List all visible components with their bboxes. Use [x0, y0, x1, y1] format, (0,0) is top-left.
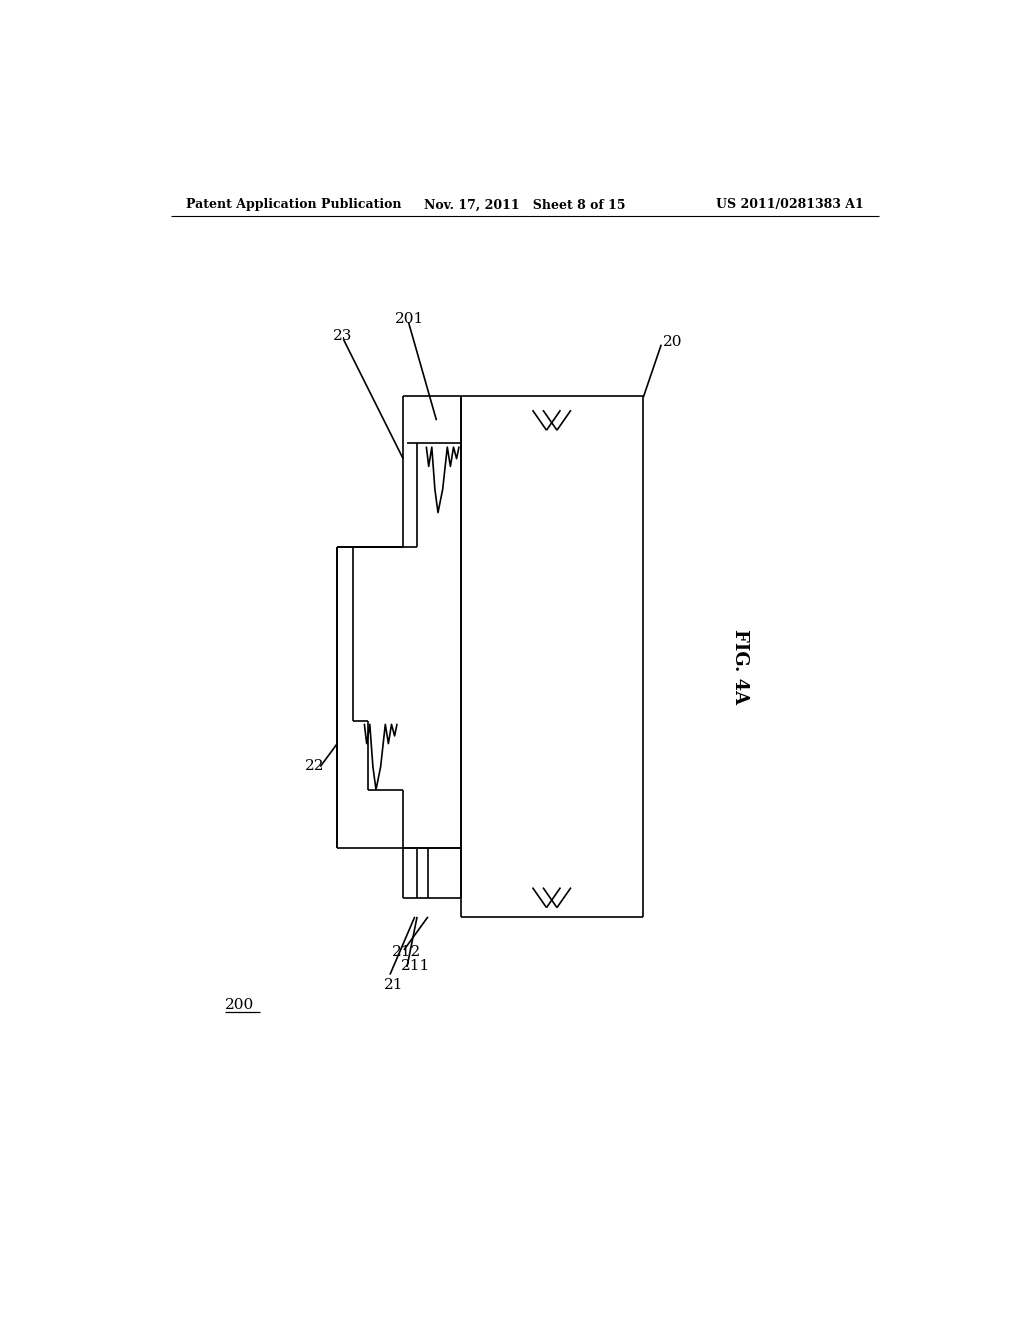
Text: 22: 22	[305, 759, 325, 774]
Text: 212: 212	[391, 945, 421, 960]
Text: FIG. 4A: FIG. 4A	[731, 630, 750, 704]
Text: Nov. 17, 2011   Sheet 8 of 15: Nov. 17, 2011 Sheet 8 of 15	[424, 198, 626, 211]
Text: US 2011/0281383 A1: US 2011/0281383 A1	[717, 198, 864, 211]
Text: 211: 211	[400, 960, 430, 973]
Text: 200: 200	[225, 998, 254, 1011]
Text: Patent Application Publication: Patent Application Publication	[186, 198, 401, 211]
Text: 201: 201	[395, 313, 425, 326]
Text: 23: 23	[334, 330, 352, 343]
Text: 20: 20	[663, 335, 682, 350]
Text: 21: 21	[384, 978, 403, 993]
